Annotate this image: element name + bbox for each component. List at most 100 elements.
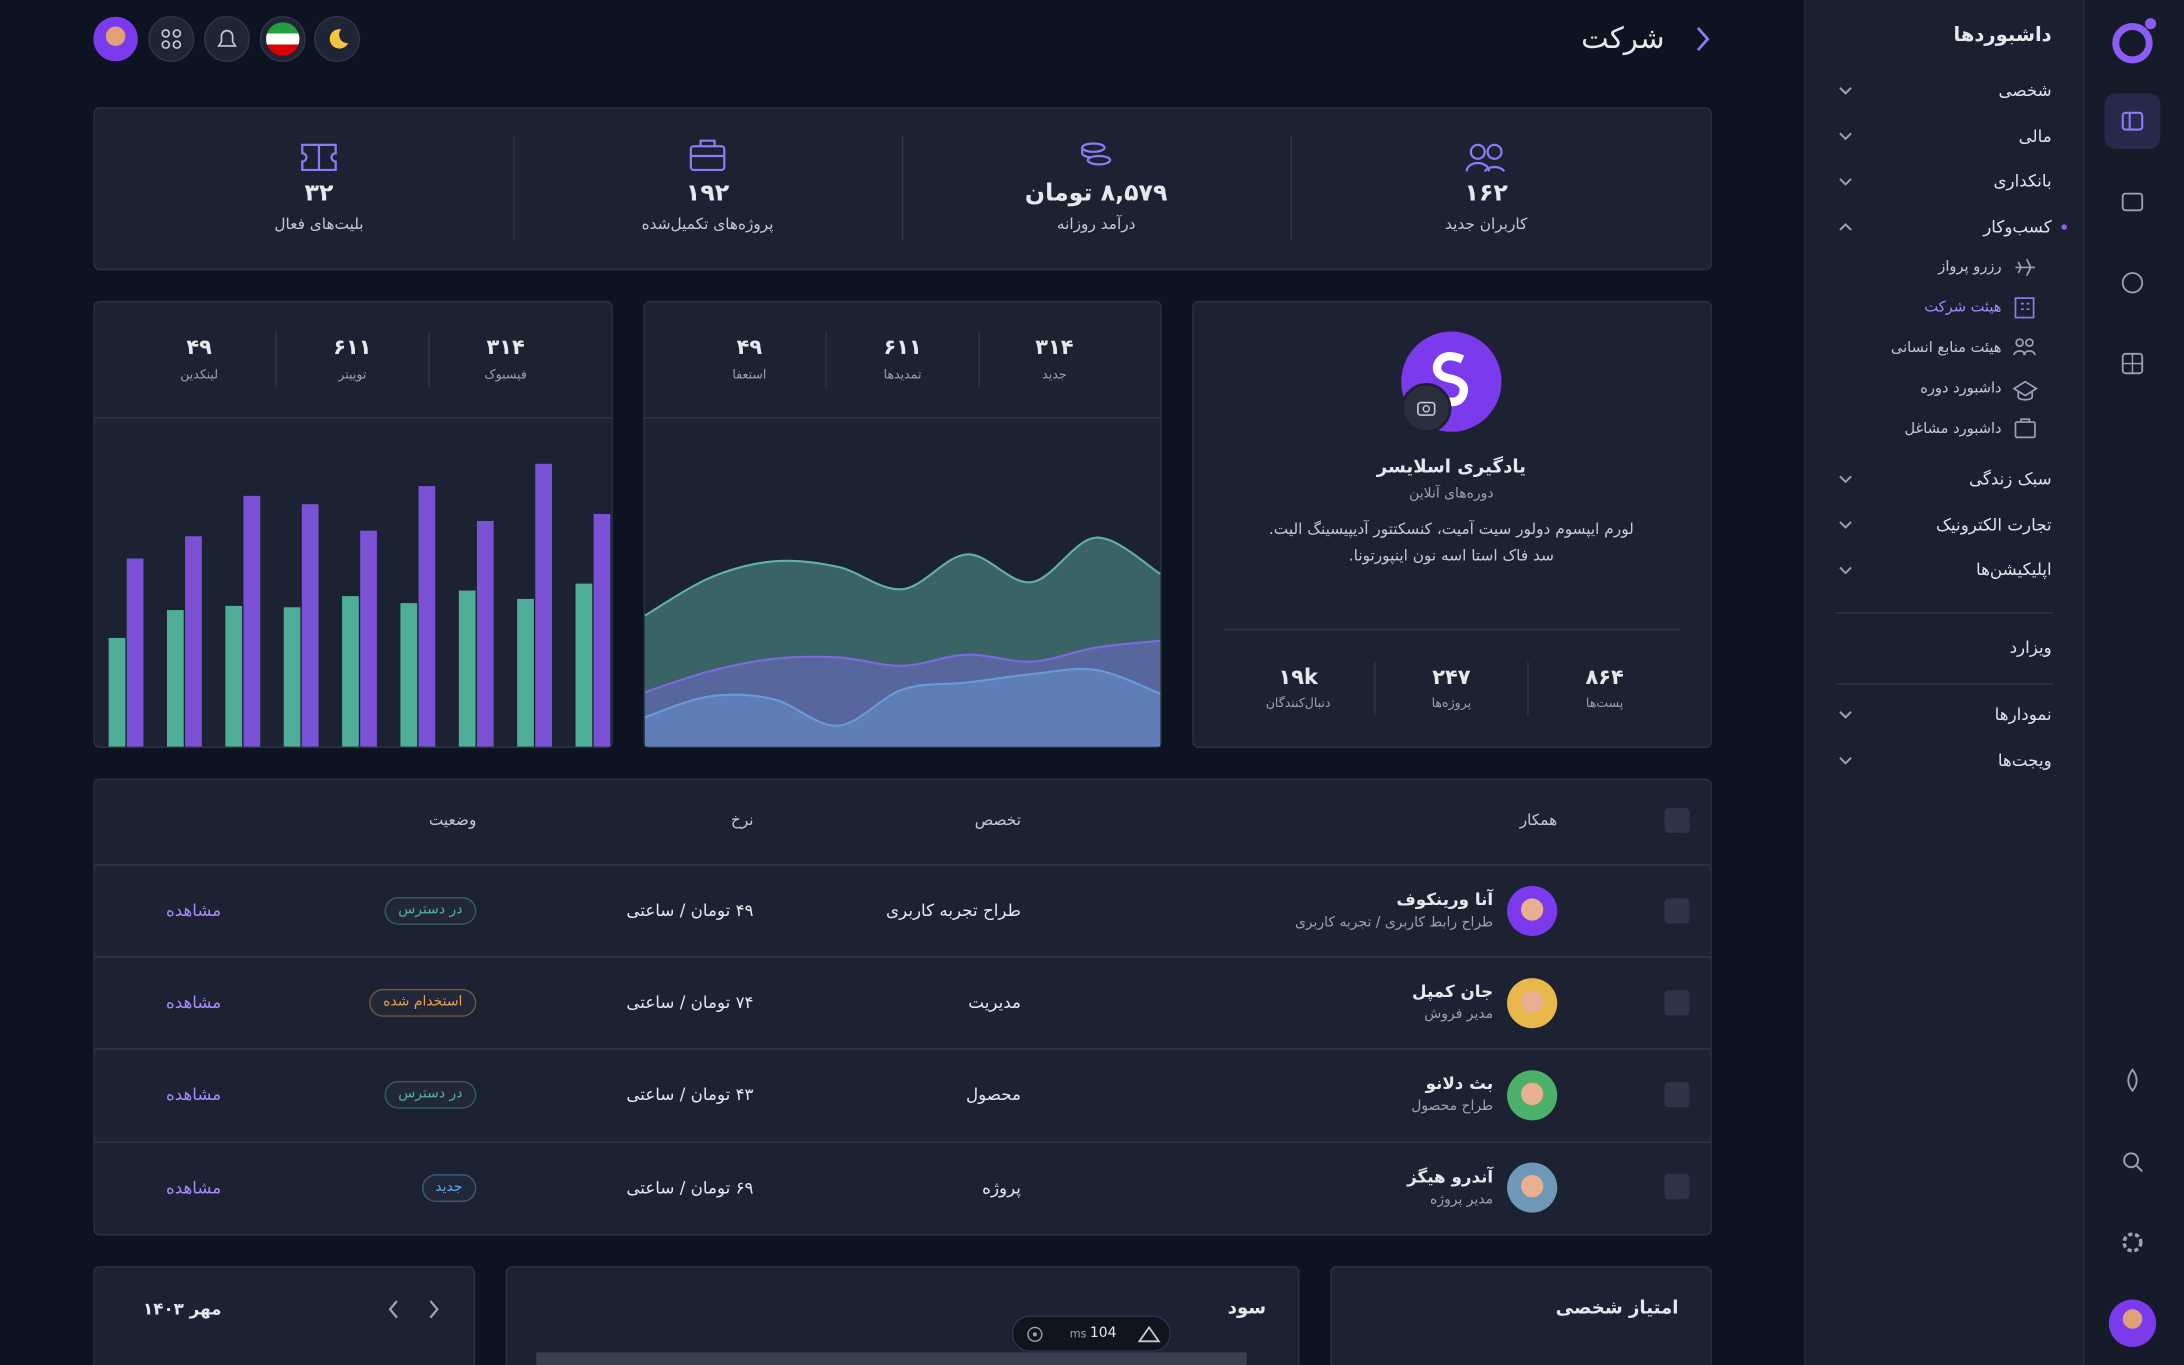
settings-icon[interactable] xyxy=(2122,1232,2143,1253)
member-role: طراح محصول xyxy=(1411,1099,1494,1115)
profile-stat-label: پست‌ها xyxy=(1585,697,1624,712)
chart-stat-value: ۳۱۴ xyxy=(1035,334,1074,360)
sidebar-subitem[interactable]: هیئت شرکت xyxy=(1924,299,2002,316)
rate: ۴۳ تومان / ساعتی xyxy=(626,1085,754,1105)
profile-description: لورم ایپسوم دولور سیت آمیت، کنسکتتور آدی… xyxy=(1268,520,1634,539)
sidebar-item[interactable]: کسب‌وکار xyxy=(1983,217,2052,237)
back-chevron[interactable] xyxy=(1696,26,1710,52)
specialty: پروژه xyxy=(982,1177,1021,1198)
member-name: بث دلانو xyxy=(1425,1074,1494,1094)
bar xyxy=(575,583,593,747)
logo xyxy=(2112,22,2153,64)
profile-stat-label: پروژه‌ها xyxy=(1431,697,1472,712)
chevron xyxy=(1839,711,1852,719)
checkbox[interactable] xyxy=(1664,807,1690,833)
avatar-face xyxy=(1521,1082,1544,1106)
profile-stat-value: ۸۶۴ xyxy=(1585,664,1624,690)
sidebar-item[interactable]: نمودارها xyxy=(1994,704,2052,725)
checkbox[interactable] xyxy=(1664,1174,1690,1200)
sidebar-subitem[interactable]: داشبورد دوره xyxy=(1920,379,2002,397)
calendar-card xyxy=(93,1266,475,1365)
view-link[interactable]: مشاهده xyxy=(165,1085,222,1105)
stat-label: پروژه‌های تکمیل‌شده xyxy=(641,215,774,234)
sidebar-subitem[interactable]: هیئت منابع انسانی xyxy=(1890,339,2002,357)
bar xyxy=(243,495,261,747)
rail-icon[interactable] xyxy=(2121,192,2144,212)
score-card xyxy=(1330,1266,1712,1365)
rail-icon[interactable] xyxy=(2127,1068,2138,1093)
bar xyxy=(458,590,476,747)
chart-stat-label: جدید xyxy=(1042,368,1067,383)
area-line xyxy=(644,536,1161,617)
status-badge: استخدام شده xyxy=(369,989,477,1018)
area xyxy=(644,668,1161,747)
bar xyxy=(301,504,319,747)
column-header: تخصص xyxy=(974,811,1021,830)
rail-active[interactable] xyxy=(2104,93,2161,150)
apps-button[interactable] xyxy=(148,16,195,62)
checkbox[interactable] xyxy=(1664,1082,1690,1108)
stat-value: ۸,۵۷۹ تومان xyxy=(1024,179,1168,208)
chart-stat-value: ۳۱۴ xyxy=(486,334,525,360)
profit-chart-placeholder xyxy=(536,1352,1247,1365)
chart-stat-label: تمدیدها xyxy=(883,368,922,383)
stat-value: ۱۹۲ xyxy=(685,179,730,208)
stat-value: ۱۶۲ xyxy=(1464,179,1508,208)
area xyxy=(644,537,1161,747)
status-badge: در دسترس xyxy=(384,897,477,925)
column-header: وضعیت xyxy=(428,811,477,830)
rail-icon[interactable] xyxy=(2121,272,2144,294)
stat-label: بلیت‌های فعال xyxy=(274,215,364,234)
sidebar-subitem[interactable]: داشبورد مشاغل xyxy=(1904,420,2002,437)
view-link[interactable]: مشاهده xyxy=(165,900,222,921)
avatar-face xyxy=(1521,990,1544,1013)
checkbox[interactable] xyxy=(1664,807,1690,1200)
member-name: آندرو هیگز xyxy=(1407,1166,1494,1186)
sidebar-item[interactable]: تجارت الکترونیک xyxy=(1936,514,2052,535)
bar xyxy=(167,610,184,747)
card-title: امتیاز شخصی xyxy=(1555,1298,1679,1320)
chevron xyxy=(1839,521,1852,529)
sidebar-item[interactable]: سبک زندگی xyxy=(1968,469,2052,489)
profile-name: یادگیری اسلایسر xyxy=(1376,457,1526,479)
stat-value: ۳۲ xyxy=(304,179,334,208)
avatar-face xyxy=(1521,898,1544,921)
checkbox[interactable] xyxy=(1664,898,1690,924)
view-link[interactable]: مشاهده xyxy=(165,993,222,1013)
sidebar-item[interactable]: شخصی xyxy=(1998,80,2052,101)
area-line xyxy=(644,639,1161,694)
bar xyxy=(360,530,377,747)
sidebar-item[interactable]: اپلیکیشن‌ها xyxy=(1975,560,2052,580)
specialty: محصول xyxy=(965,1085,1021,1105)
upload-photo[interactable] xyxy=(1401,383,1452,434)
bar xyxy=(517,598,534,747)
checkbox[interactable] xyxy=(1664,990,1690,1016)
bar xyxy=(535,463,552,747)
profile-description: سد فاک استا اسه نون اینپورتونا. xyxy=(1348,546,1554,565)
page-title: شرکت xyxy=(1581,21,1665,55)
chart-stat-label: فیسبوک xyxy=(484,368,527,383)
calendar-nav[interactable] xyxy=(388,1300,439,1319)
avatar-face xyxy=(1521,1175,1544,1198)
view-link[interactable]: مشاهده xyxy=(165,1177,222,1198)
member-role: مدیر فروش xyxy=(1424,1007,1494,1023)
stat-label: کاربران جدید xyxy=(1445,215,1528,234)
notification-button[interactable] xyxy=(204,16,251,62)
bar xyxy=(476,520,494,747)
chart-stat-value: ۴۹ xyxy=(186,334,212,360)
sidebar-item[interactable]: بانکداری xyxy=(1993,171,2052,192)
sidebar-subitem[interactable]: رزرو پرواز xyxy=(1938,258,2002,276)
toolbar-unit: ms xyxy=(1069,1327,1087,1341)
search-icon[interactable] xyxy=(2123,1152,2140,1169)
chevron xyxy=(1839,87,1852,95)
profile-stat-value: ۲۴۷ xyxy=(1432,664,1471,690)
profile-subtitle: دوره‌های آنلاین xyxy=(1409,486,1494,502)
sidebar-item[interactable]: مالی xyxy=(2018,126,2052,146)
sidebar-item[interactable]: ویجت‌ها xyxy=(1997,750,2052,770)
bar xyxy=(418,486,436,747)
sidebar-item[interactable]: ویزارد xyxy=(2009,637,2052,658)
chevron xyxy=(1839,757,1852,765)
